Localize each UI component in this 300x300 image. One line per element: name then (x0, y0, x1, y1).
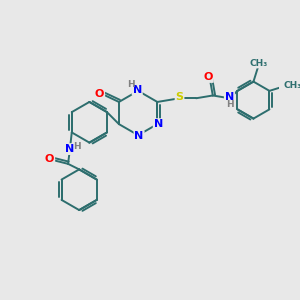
Text: O: O (95, 88, 104, 99)
Text: H: H (127, 80, 135, 89)
Text: CH₃: CH₃ (250, 58, 268, 68)
Text: H: H (226, 100, 234, 109)
Text: N: N (134, 131, 144, 141)
Text: N: N (133, 85, 142, 95)
Text: N: N (225, 92, 234, 102)
Text: CH₃: CH₃ (284, 81, 300, 90)
Text: O: O (45, 154, 54, 164)
Text: O: O (203, 72, 213, 82)
Text: S: S (176, 92, 184, 102)
Text: N: N (65, 144, 74, 154)
Text: H: H (74, 142, 81, 151)
Text: N: N (154, 119, 163, 129)
